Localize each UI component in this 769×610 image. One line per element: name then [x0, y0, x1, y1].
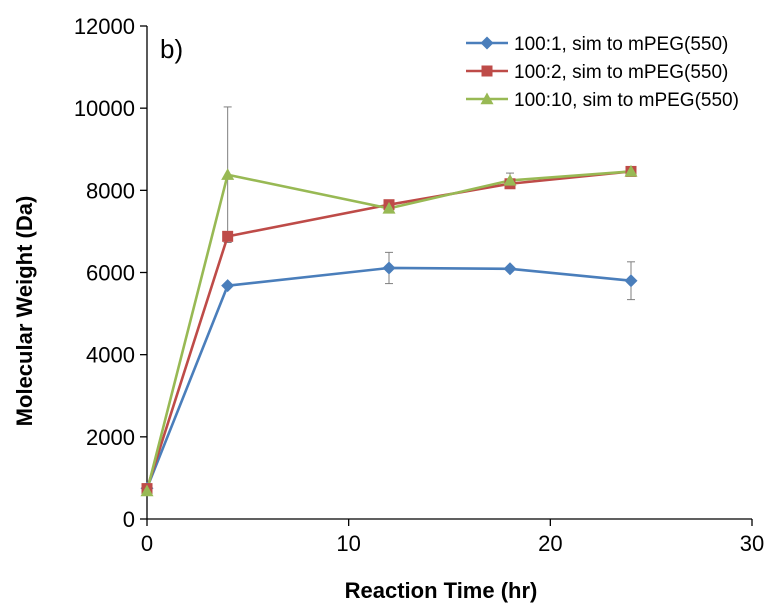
panel-label: b) — [160, 34, 183, 64]
x-axis-title: Reaction Time (hr) — [345, 578, 538, 603]
legend-label-3: 100:10, sim to mPEG(550) — [514, 90, 739, 111]
series-1-point — [624, 274, 638, 288]
series-markers — [140, 164, 638, 497]
series-1-point — [503, 262, 517, 276]
series-line-3 — [145, 170, 632, 492]
series-3-point — [503, 173, 517, 186]
series-3-point — [140, 484, 154, 497]
series-1-point — [382, 261, 396, 275]
y-tick-label: 2000 — [86, 425, 135, 450]
series-line-1 — [145, 266, 632, 489]
y-tick-label: 6000 — [86, 261, 135, 286]
legend-marker-1 — [480, 36, 494, 50]
series-1-point — [221, 279, 235, 293]
legend-marker-3 — [480, 92, 494, 105]
y-tick-label: 4000 — [86, 343, 135, 368]
series-2-point — [222, 230, 234, 242]
series-line-2 — [145, 170, 632, 489]
y-tick-label: 8000 — [86, 178, 135, 203]
legend-label-2: 100:2, sim to mPEG(550) — [514, 62, 728, 83]
x-tick-label: 10 — [336, 531, 360, 556]
error-bars — [223, 106, 635, 301]
y-tick-label: 0 — [123, 507, 135, 532]
series-lines — [145, 170, 632, 492]
y-tick-label: 10000 — [74, 96, 135, 121]
series-3-point — [221, 168, 235, 180]
y-axis-title: Molecular Weight (Da) — [12, 196, 37, 427]
y-tick-label: 12000 — [74, 14, 135, 39]
series-3-point — [382, 201, 396, 214]
axes: 0 2000 4000 6000 8000 10000 12000 0 10 20 30 — [74, 14, 764, 556]
x-tick-label: 0 — [141, 531, 153, 556]
x-tick-label: 20 — [538, 531, 562, 556]
series-3-point — [624, 164, 638, 177]
legend: 100:1, sim to mPEG(550) 100:2, sim to mPE… — [466, 34, 739, 111]
legend-label-1: 100:1, sim to mPEG(550) — [514, 34, 728, 55]
legend-marker-2 — [481, 65, 493, 77]
x-tick-label: 30 — [740, 531, 764, 556]
